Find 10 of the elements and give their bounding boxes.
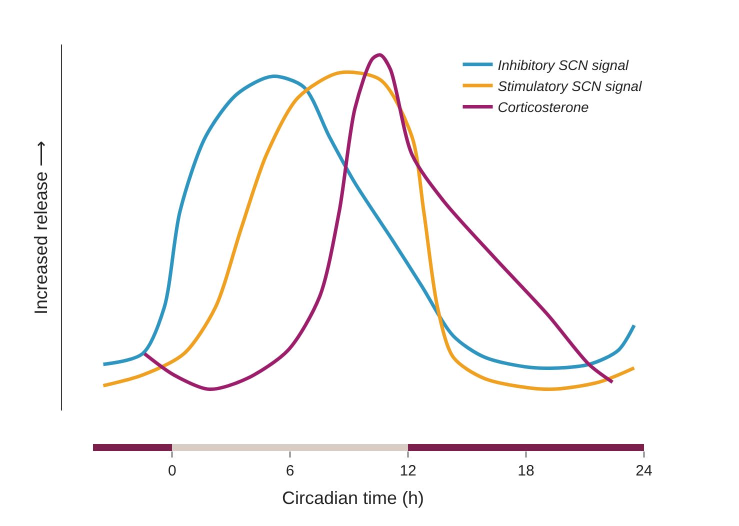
y-axis-title: Increased release ⟶ [31, 140, 52, 315]
x-tick-label: 6 [286, 462, 294, 480]
x-tick-label: 24 [636, 462, 652, 480]
x-tick-label: 12 [400, 462, 416, 480]
legend-label: Stimulatory SCN signal [498, 78, 643, 94]
x-axis-title: Circadian time (h) [282, 488, 424, 508]
legend-label: Inhibitory SCN signal [498, 56, 630, 73]
legend-label: Corticosterone [498, 99, 590, 116]
x-tick-label: 0 [168, 462, 176, 480]
x-tick-label: 18 [518, 462, 534, 480]
